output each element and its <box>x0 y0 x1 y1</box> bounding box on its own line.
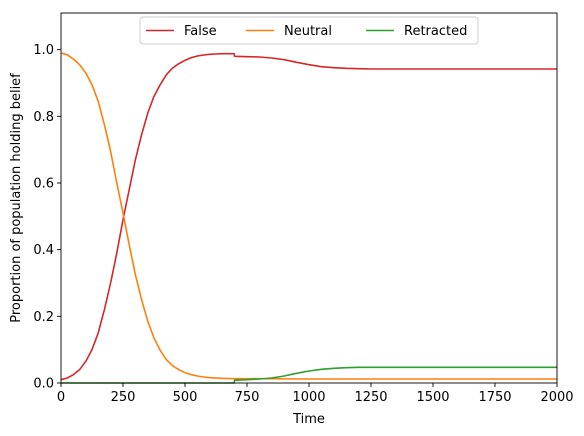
x-tick-label: 250 <box>111 390 136 405</box>
series-line-false <box>60 52 557 381</box>
y-tick-label: 0.6 <box>33 177 54 192</box>
y-axis-label: Proportion of population holding belief <box>9 73 24 323</box>
series-line-retracted <box>61 366 557 384</box>
x-tick-label: 1000 <box>292 390 325 405</box>
legend-label-false: False <box>184 24 217 39</box>
legend-frame <box>139 16 479 45</box>
x-axis-label: Time <box>292 412 325 427</box>
plot-background <box>61 13 557 383</box>
legend-label-retracted: Retracted <box>404 24 467 39</box>
x-tick-label: 1750 <box>478 390 511 405</box>
x-axis: 0 250 500 750 1000 1250 1500 1750 2000 <box>57 383 574 405</box>
y-tick-label: 0.8 <box>33 110 54 125</box>
y-tick-label: 0.2 <box>33 310 54 325</box>
y-tick-label: 1.0 <box>33 43 54 58</box>
y-tick-label: 0.0 <box>33 377 54 392</box>
x-tick-label: 2000 <box>540 390 573 405</box>
legend-label-neutral: Neutral <box>284 24 332 39</box>
y-tick-label: 0.4 <box>33 243 54 258</box>
x-tick-label: 0 <box>57 390 65 405</box>
legend: False Neutral Retracted <box>139 16 479 45</box>
x-tick-label: 1500 <box>416 390 449 405</box>
y-axis: 0.0 0.2 0.4 0.6 0.8 1.0 <box>33 43 61 392</box>
x-tick-label: 1250 <box>354 390 387 405</box>
x-tick-label: 750 <box>235 390 260 405</box>
plot-area <box>61 13 557 383</box>
series-layer <box>60 52 557 384</box>
x-tick-label: 500 <box>173 390 198 405</box>
